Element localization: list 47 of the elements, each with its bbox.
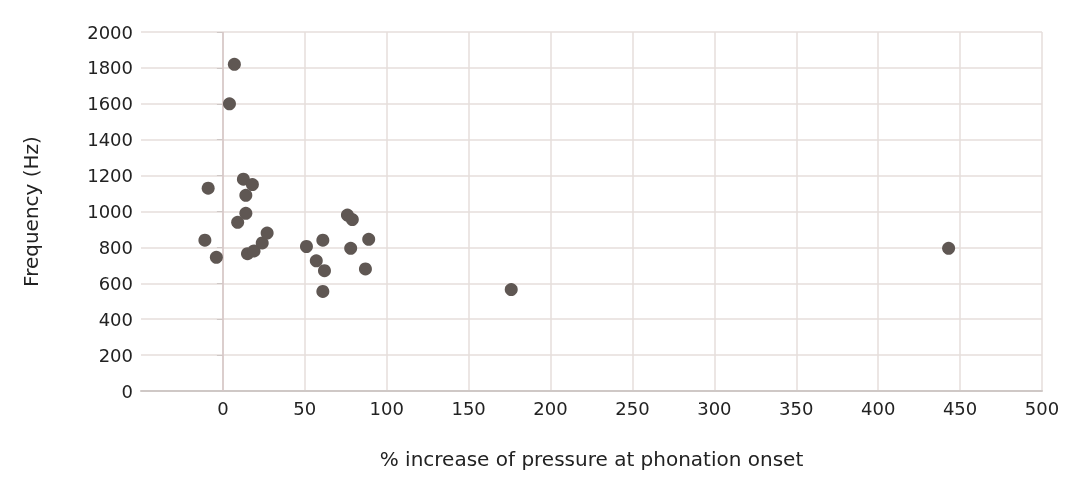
point: [317, 264, 331, 278]
point: [358, 262, 372, 276]
y-tick-label: 1000: [87, 201, 133, 222]
y-tick-label: 1200: [87, 165, 133, 187]
point: [942, 241, 956, 255]
point: [362, 232, 376, 246]
point: [247, 244, 261, 258]
point: [198, 233, 212, 247]
point: [255, 236, 269, 250]
y-tick-label: 600: [98, 272, 133, 294]
point: [344, 241, 358, 255]
x-tick-label: 300: [697, 397, 732, 419]
y-tick-label: 200: [98, 344, 133, 366]
y-tick-label: 400: [98, 308, 133, 330]
point: [309, 254, 323, 268]
x-tick-label: 350: [779, 397, 814, 419]
point: [209, 250, 223, 264]
point: [239, 206, 253, 220]
x-tick-label: 150: [451, 397, 486, 419]
point: [227, 57, 241, 71]
point: [201, 181, 215, 195]
point: [245, 178, 259, 192]
point: [260, 226, 274, 240]
point: [299, 240, 313, 253]
x-tick-label: 0: [217, 397, 229, 419]
x-tick-label: 250: [615, 397, 650, 419]
y-tick-label: 2000: [87, 21, 133, 43]
x-tick-label: 200: [533, 397, 568, 419]
x-axis-title: % increase of pressure at phonation onset: [379, 447, 804, 471]
y-tick-label: 1600: [87, 93, 133, 115]
y-axis-title: Frequency (Hz): [19, 136, 43, 287]
point: [231, 215, 245, 229]
point: [504, 283, 518, 297]
point: [316, 233, 330, 247]
x-tick-label: 50: [293, 397, 317, 419]
y-tick-label: 1800: [87, 57, 133, 79]
x-tick-label: 100: [369, 397, 404, 419]
y-tick-label: 800: [98, 236, 133, 258]
point: [345, 213, 359, 227]
y-tick-label: 1400: [87, 129, 133, 151]
x-tick-label: 400: [861, 397, 896, 419]
point: [316, 284, 330, 298]
x-tick-label: 450: [942, 397, 978, 419]
x-tick-label: 500: [1024, 397, 1060, 419]
y-tick-label: 0: [121, 380, 133, 402]
point: [239, 188, 253, 202]
point: [222, 97, 236, 111]
